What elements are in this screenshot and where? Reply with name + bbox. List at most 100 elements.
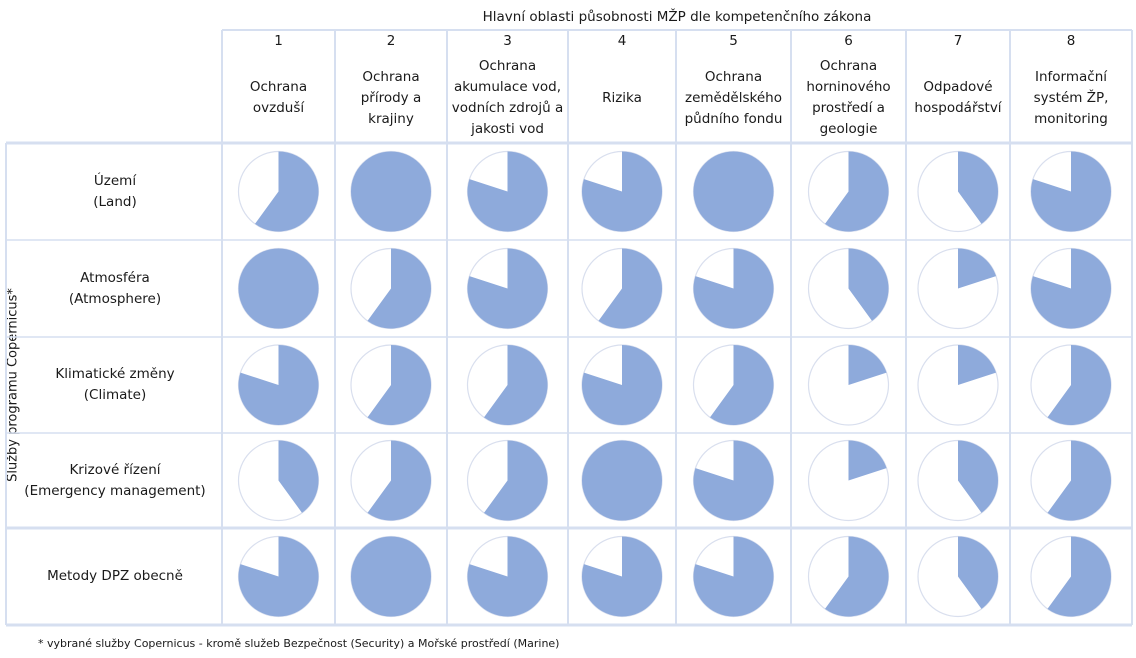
pie-slice (351, 536, 431, 617)
pie-r2-c5 (692, 247, 775, 330)
pie-slice (582, 151, 663, 232)
footnote: * vybrané služby Copernicus - kromě služ… (38, 637, 560, 650)
pie-slice (1047, 345, 1112, 425)
pie-r3-c3 (466, 344, 549, 426)
pie-r1-c3 (466, 150, 549, 233)
pie-slice (1031, 248, 1112, 329)
column-label: Ochrana přírody a krajiny (360, 68, 422, 127)
pie-r5-c1 (237, 535, 320, 618)
pie-slice (238, 536, 319, 617)
column-number: 8 (1066, 33, 1076, 49)
pie-slice (351, 151, 431, 232)
pie-slice (467, 248, 548, 329)
pie-r4-c2 (350, 439, 432, 522)
pie-slice (582, 440, 662, 521)
pie-r1-c2 (350, 150, 432, 233)
column-number: 2 (386, 33, 396, 49)
pie-r1-c8 (1030, 150, 1112, 233)
pie-slice (467, 536, 548, 617)
pie-slice (483, 345, 548, 425)
pie-slice (824, 536, 889, 617)
column-label: Ochrana horninového prostředí a geologie (806, 58, 891, 137)
column-number: 5 (729, 33, 738, 49)
pie-r2-c4 (581, 247, 663, 330)
pie-slice (1031, 151, 1112, 232)
pie-r3-c1 (237, 344, 320, 426)
pie-r3-c2 (350, 344, 432, 426)
pie-slice (467, 151, 548, 232)
pie-slice (848, 345, 887, 385)
row-label: Klimatické změny (Climate) (55, 366, 175, 403)
pie-slice (848, 440, 887, 481)
pie-slice (958, 345, 997, 385)
pie-slice (367, 345, 432, 425)
column-number: 3 (503, 33, 512, 49)
pie-r3-c7 (917, 344, 999, 426)
pie-r5-c3 (466, 535, 549, 618)
chart-title: Hlavní oblasti působnosti MŽP dle kompet… (482, 9, 872, 25)
pie-r3-c8 (1030, 344, 1112, 426)
pie-r1-c1 (237, 150, 320, 233)
pie-r4-c6 (807, 439, 890, 522)
column-number: 1 (274, 33, 283, 49)
pie-r4-c4 (581, 439, 663, 522)
pie-r3-c6 (807, 344, 890, 426)
pie-r5-c2 (350, 535, 432, 618)
pie-r5-c5 (692, 535, 775, 618)
pie-slice (582, 536, 663, 617)
pie-slice (709, 345, 774, 425)
pie-r4-c7 (917, 439, 999, 522)
column-label: Informační systém ŽP, monitoring (1033, 68, 1109, 127)
pie-slice (848, 248, 889, 321)
pie-slice (1047, 536, 1112, 617)
pie-r5-c6 (807, 535, 890, 618)
column-label: Ochrana zemědělského půdního fondu (684, 68, 783, 127)
pie-r4-c1 (237, 439, 320, 522)
pie-slice (278, 440, 319, 513)
pie-r3-c4 (581, 344, 663, 426)
column-number: 4 (617, 33, 627, 49)
pie-slice (598, 248, 663, 329)
pie-slice (254, 151, 319, 232)
pie-r2-c2 (350, 247, 432, 330)
pie-r2-c1 (237, 247, 320, 330)
pie-slice (693, 536, 774, 617)
pie-slice (693, 440, 774, 521)
grid-lines (5, 29, 1133, 627)
pie-r3-c5 (692, 344, 775, 426)
pie-slice (693, 151, 774, 232)
pie-r4-c3 (466, 439, 549, 522)
pie-r1-c7 (917, 150, 999, 233)
pie-slice (824, 151, 889, 232)
row-label: Metody DPZ obecně (47, 568, 183, 584)
row-label: Atmosféra (Atmosphere) (68, 269, 162, 307)
pie-slice (582, 345, 663, 426)
row-label: Území (Land) (93, 172, 137, 210)
pie-r5-c8 (1030, 535, 1112, 618)
column-number: 7 (953, 33, 963, 49)
column-label: Ochrana akumulace vod, vodních zdrojů a … (451, 58, 564, 137)
pie-slice (367, 440, 432, 521)
row-label: Krizové řízení (Emergency management) (24, 461, 206, 499)
pie-slice (367, 248, 432, 329)
pie-r4-c8 (1030, 439, 1112, 522)
pie-slice (238, 345, 319, 425)
pie-slice (693, 248, 774, 329)
pie-slice (483, 440, 548, 521)
pie-r5-c4 (581, 535, 663, 618)
pie-slice (1047, 440, 1112, 521)
pie-r2-c7 (917, 247, 999, 330)
pie-r1-c4 (581, 150, 663, 233)
pie-r1-c6 (807, 150, 890, 233)
pie-r2-c8 (1030, 247, 1112, 330)
pie-slice (238, 248, 319, 329)
column-number: 6 (844, 33, 853, 49)
pie-slice (958, 248, 997, 289)
pie-r2-c6 (807, 247, 890, 330)
pie-slice (958, 440, 998, 513)
column-label: Odpadové hospodářství (914, 79, 1002, 116)
column-label: Ochrana ovzduší (249, 79, 308, 116)
pie-slice (958, 151, 998, 224)
column-label: Rizika (602, 89, 642, 106)
